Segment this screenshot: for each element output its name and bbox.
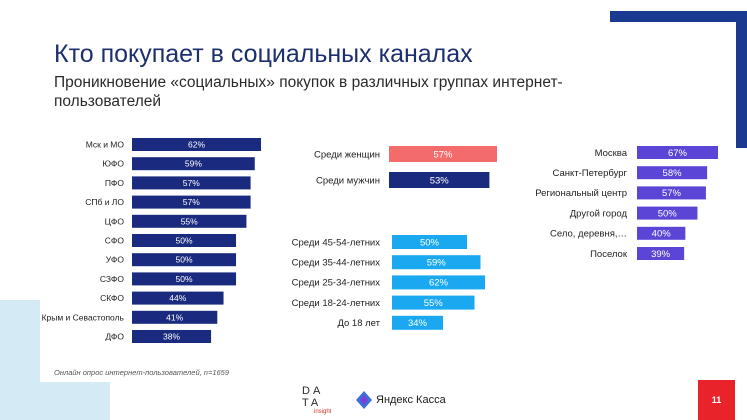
kassa-logo-text: Яндекс Касса <box>376 394 446 406</box>
page-number-badge: 11 <box>698 380 735 420</box>
logo-data-line1: DA <box>302 385 324 397</box>
yandex-kassa-logo: Яндекс Касса <box>356 390 446 410</box>
page-number: 11 <box>711 395 722 405</box>
page-title: Кто покупает в социальных каналах <box>54 40 473 68</box>
logo-data-line2: TA <box>302 397 322 409</box>
top-right-corner-shape <box>610 11 747 148</box>
kassa-mark-icon <box>356 391 372 409</box>
page-subtitle: Проникновение «социальных» покупок в раз… <box>54 74 563 110</box>
source-note: Онлайн опрос интернет-пользователей, n=1… <box>54 368 230 377</box>
logo-data-line3: insight <box>314 409 332 415</box>
bottom-left-corner-shape <box>0 300 110 420</box>
data-insight-logo: DA TA insight <box>296 384 340 418</box>
